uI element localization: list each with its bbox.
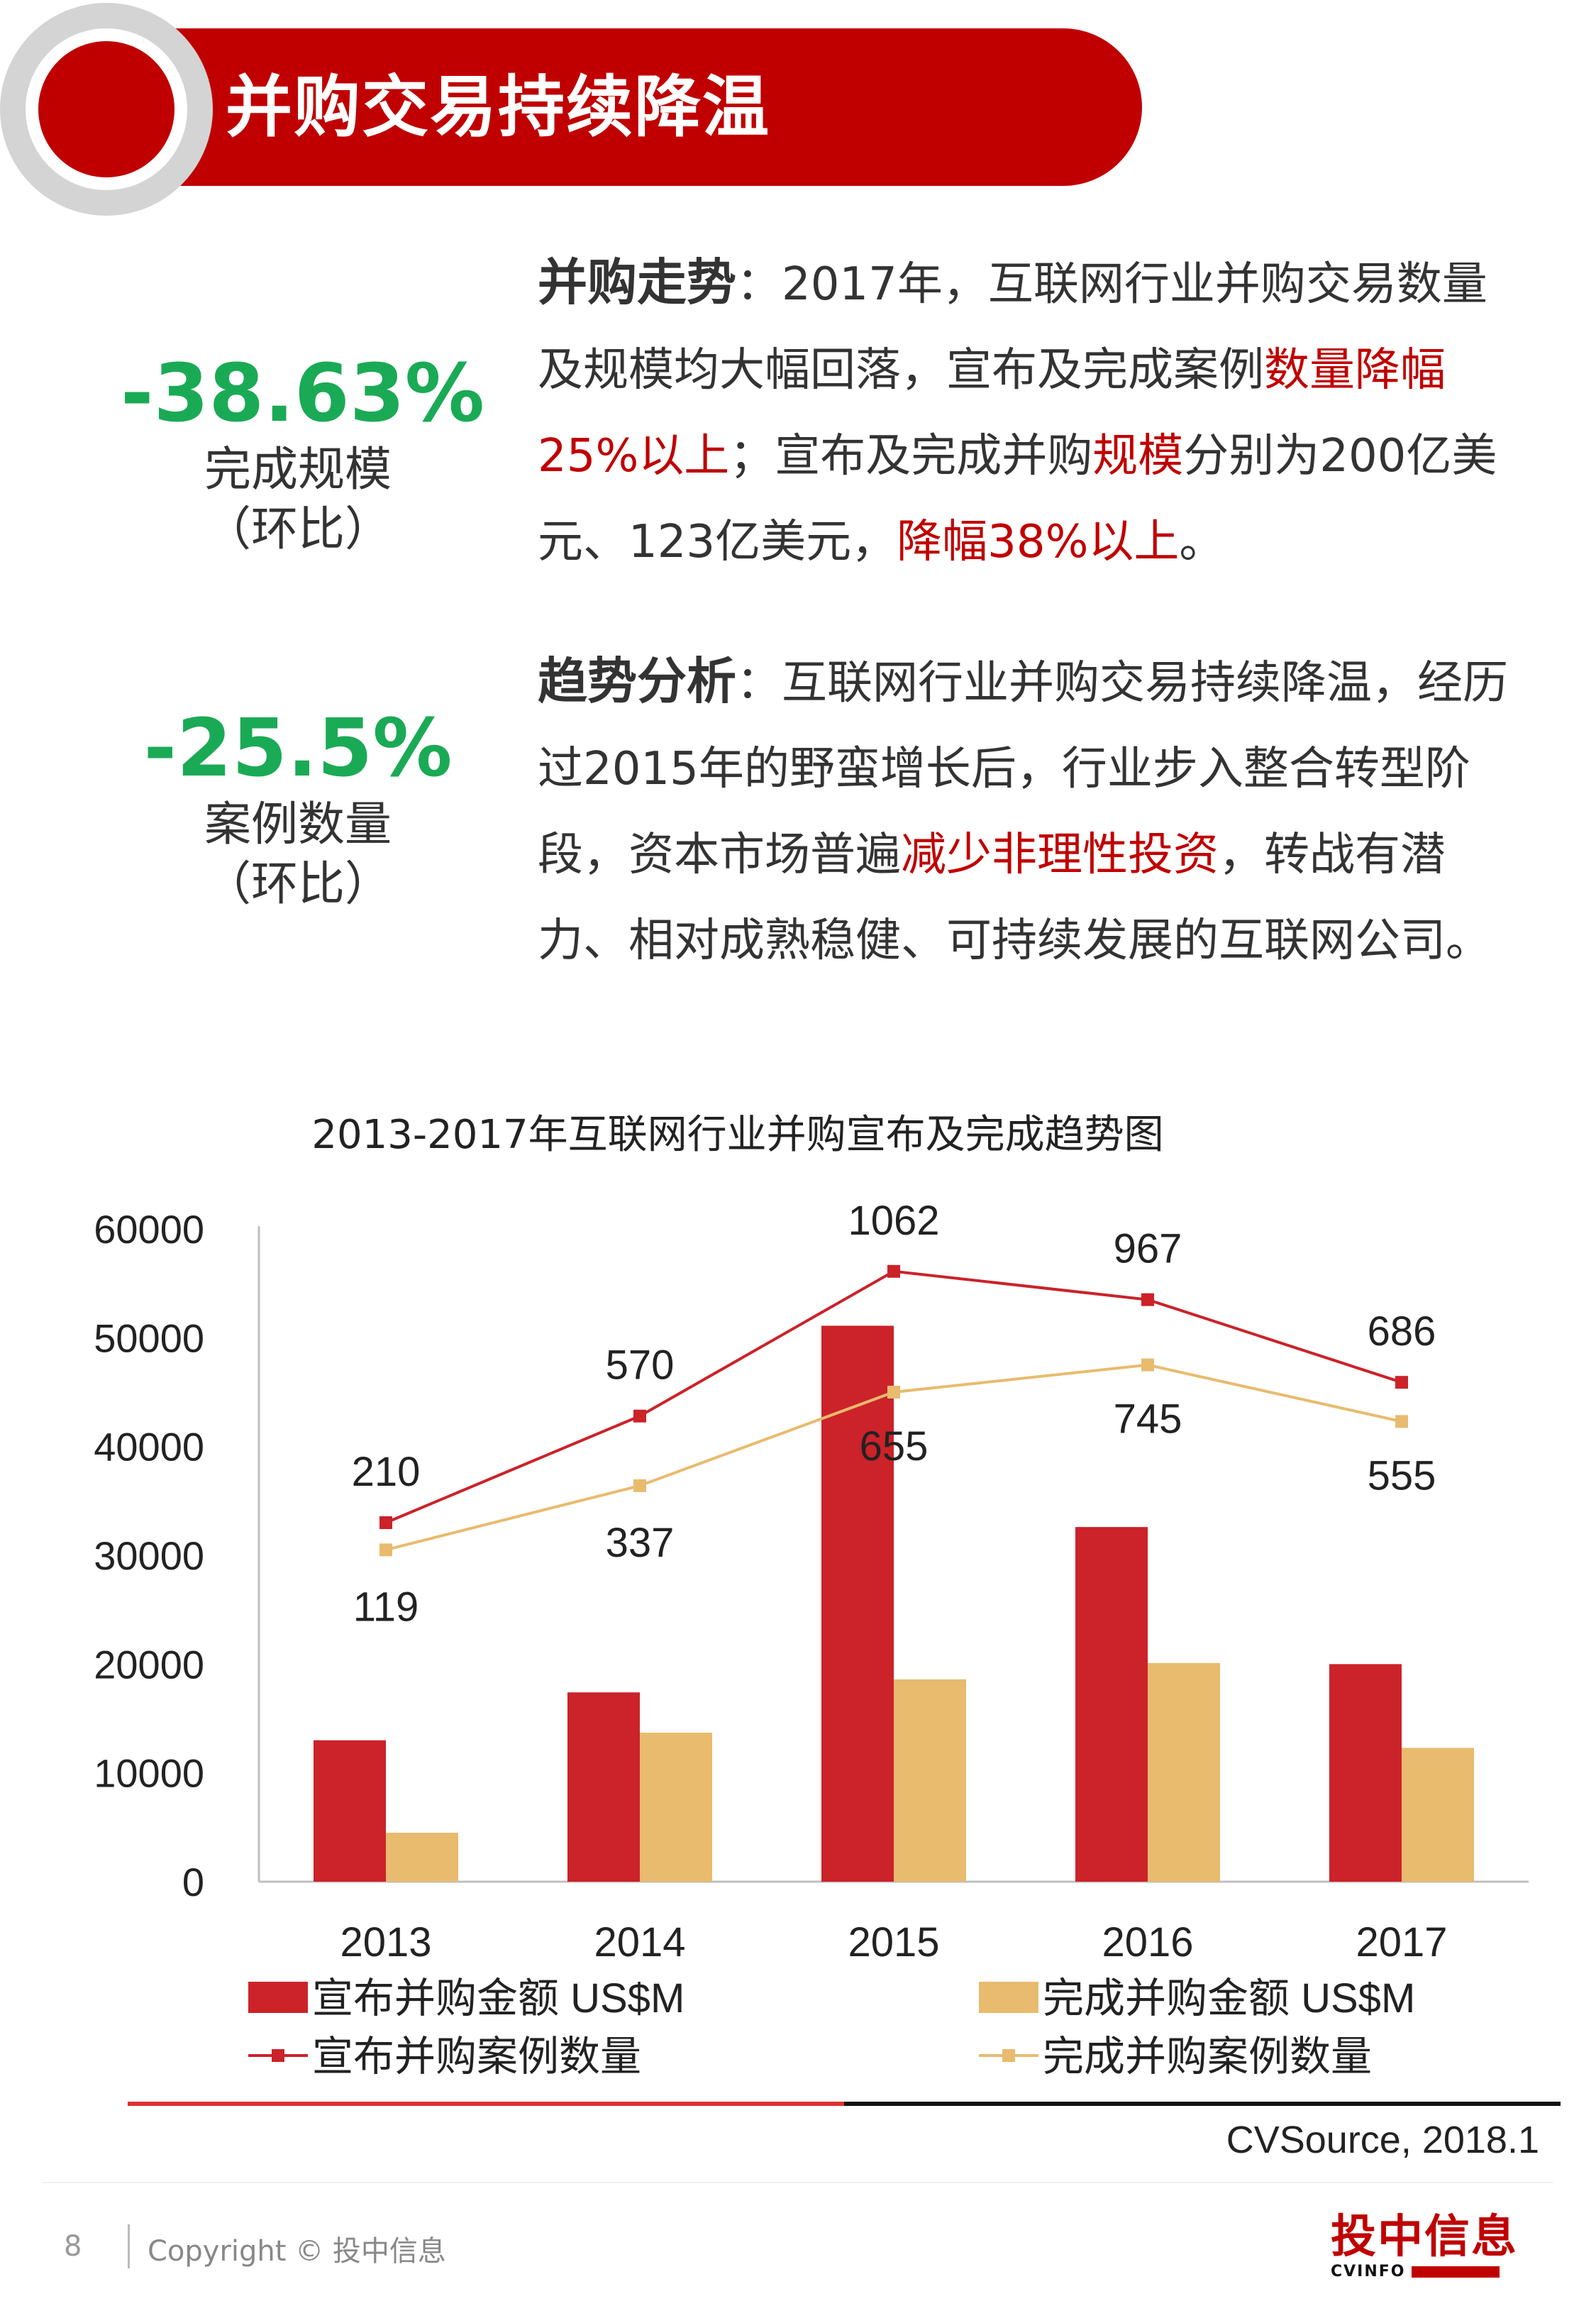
bar-completed-amount	[1402, 1748, 1474, 1882]
bar-announced-amount	[821, 1325, 894, 1882]
point-announced-count	[1141, 1293, 1154, 1306]
paragraph-trend: 并购走势：2017年，互联网行业并购交易数量及规模均大幅回落，宣布及完成案例数量…	[538, 240, 1509, 585]
stat-value: -38.63%	[121, 348, 484, 440]
point-completed-count	[887, 1386, 900, 1399]
paragraph-text: ；宣布及完成并购	[729, 430, 1093, 482]
bar-announced-amount	[1075, 1527, 1148, 1882]
footer-separator	[128, 2224, 130, 2268]
y-tick-label: 10000	[94, 1751, 204, 1796]
bar-announced-amount	[1329, 1664, 1402, 1882]
bar-completed-amount	[894, 1679, 966, 1882]
stat-completed-scale: -38.63% 完成规模 （环比）	[121, 348, 484, 559]
point-announced-count	[633, 1409, 646, 1423]
stat-label: 案例数量	[204, 797, 392, 851]
legend-marker	[1002, 2049, 1015, 2062]
x-tick-label: 2017	[1356, 1919, 1447, 1965]
bar-announced-amount	[314, 1740, 386, 1882]
logo-sub: CVINFO	[1331, 2263, 1406, 2280]
logo-bar	[1411, 2266, 1500, 2278]
x-tick-label: 2013	[340, 1919, 431, 1965]
highlight-text: 数量降幅25%以上	[538, 344, 1446, 482]
title-bar	[121, 28, 1142, 186]
point-completed-count	[379, 1543, 392, 1557]
data-label-completed-count: 119	[353, 1584, 419, 1630]
bar-announced-amount	[567, 1692, 640, 1882]
point-completed-count	[1141, 1358, 1154, 1372]
y-tick-label: 50000	[94, 1315, 204, 1360]
legend-marker	[272, 2049, 284, 2062]
point-completed-count	[633, 1479, 646, 1492]
chart-title: 2013-2017年互联网行业并购宣布及完成趋势图	[311, 1112, 1164, 1158]
paragraph-text: ，转战有潜力、相对成熟稳健、可持续发展的互联网公司。	[538, 829, 1491, 967]
stat-case-count: -25.5% 案例数量 （环比）	[121, 702, 475, 914]
data-label-completed-count: 555	[1368, 1452, 1436, 1499]
y-tick-label: 20000	[94, 1642, 204, 1687]
data-label-announced-count: 210	[352, 1449, 421, 1495]
point-announced-count	[887, 1264, 900, 1278]
copyright: Copyright © 投中信息	[148, 2235, 446, 2268]
legend-swatch	[248, 1982, 308, 2013]
y-tick-label: 30000	[94, 1533, 204, 1578]
data-label-completed-count: 745	[1114, 1396, 1182, 1442]
stat-note: （环比）	[204, 502, 392, 556]
logo-main: 投中信息	[1331, 2211, 1518, 2263]
page-title: 并购交易持续降温	[226, 69, 771, 146]
data-label-announced-count: 967	[1114, 1226, 1182, 1272]
data-label-completed-count: 337	[606, 1520, 675, 1566]
bar-completed-amount	[1148, 1662, 1220, 1882]
stat-label: 完成规模	[204, 442, 392, 497]
paragraph-heading: 并购走势	[538, 253, 736, 311]
highlight-text: 规模	[1092, 430, 1184, 482]
x-tick-label: 2014	[594, 1919, 685, 1965]
legend-label: 宣布并购金额 US$M	[312, 1975, 685, 2021]
point-announced-count	[379, 1516, 392, 1529]
highlight-text: 降幅38%以上	[897, 516, 1180, 568]
stat-value: -25.5%	[143, 702, 453, 795]
point-completed-count	[1395, 1415, 1408, 1428]
title-ring-core	[38, 41, 174, 177]
divider-dark	[844, 2102, 1561, 2106]
paragraph-text: ：2017年，互联网行业并购交易数量及规模均大幅回落，宣布及完成案例	[538, 258, 1487, 397]
x-tick-label: 2016	[1102, 1919, 1193, 1965]
legend-swatch	[979, 1982, 1038, 2013]
data-label-completed-count: 655	[860, 1423, 929, 1469]
paragraph-text: ：互联网行业并购交易持续降温，经历过2015年的野蛮增长后，行业步入整合转型阶段…	[538, 657, 1508, 881]
bar-completed-amount	[640, 1732, 712, 1882]
page-number: 8	[64, 2230, 82, 2263]
paragraph-analysis: 趋势分析：互联网行业并购交易持续降温，经历过2015年的野蛮增长后，行业步入整合…	[538, 639, 1509, 984]
x-tick-label: 2015	[848, 1919, 939, 1965]
stat-note: （环比）	[204, 856, 392, 911]
trend-chart: 0 10000 20000 30000 40000 50000 60000 2013 2014 2…	[94, 1198, 1529, 2080]
data-label-announced-count: 686	[1368, 1308, 1436, 1355]
legend-label: 宣布并购案例数量	[312, 2034, 641, 2080]
data-label-announced-count: 570	[606, 1342, 675, 1389]
paragraph-heading: 趋势分析	[538, 652, 736, 710]
y-tick-label: 60000	[94, 1207, 204, 1252]
divider-red	[128, 2102, 844, 2106]
paragraph-text: 。	[1179, 516, 1225, 568]
paragraph-text: 分别为200亿美元、123亿美元，	[538, 430, 1497, 568]
source-note: CVSource, 2018.1	[1226, 2119, 1539, 2161]
legend-label: 完成并购金额 US$M	[1043, 1975, 1415, 2021]
bar-completed-amount	[386, 1833, 458, 1882]
data-label-announced-count: 1062	[848, 1198, 939, 1244]
point-announced-count	[1395, 1376, 1408, 1389]
highlight-text: 减少非理性投资	[901, 829, 1219, 881]
y-tick-label: 0	[182, 1860, 204, 1904]
footer-divider	[43, 2182, 1553, 2183]
y-tick-label: 40000	[94, 1425, 204, 1469]
logo: 投中信息 CVINFO	[1331, 2212, 1518, 2280]
legend-label: 完成并购案例数量	[1043, 2034, 1372, 2080]
